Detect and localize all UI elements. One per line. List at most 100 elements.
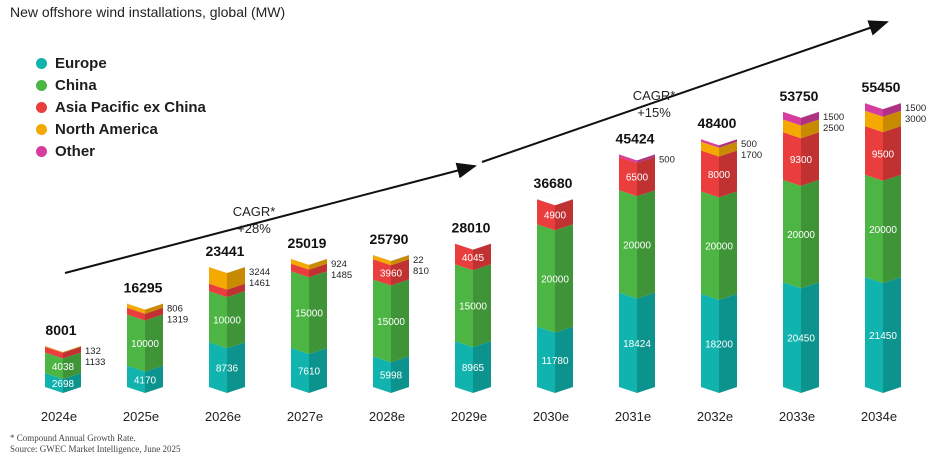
bar-segment-shade-china-2033e <box>801 179 819 289</box>
legend-label-europe: Europe <box>55 54 107 72</box>
segment-value-label: 20000 <box>869 225 897 236</box>
side-value-label: 1319 <box>167 315 188 326</box>
bar-segment-shade-asia-pacific-ex-china-2027e <box>309 263 327 278</box>
segment-value-label: 20000 <box>787 230 815 241</box>
bar-segment-china-2024e <box>45 352 63 380</box>
segment-value-label: 9500 <box>872 149 895 160</box>
bar-top-cap <box>618 148 656 161</box>
bar-segment-europe-2032e <box>701 293 719 393</box>
segment-value-label: 3960 <box>380 268 403 279</box>
bar-segment-shade-asia-pacific-ex-china-2028e <box>391 259 409 286</box>
side-value-label: 500 <box>659 154 675 165</box>
side-value-label: 3000 <box>905 114 926 125</box>
bar-segment-shade-north-america-2028e <box>391 255 409 266</box>
bar-segment-shade-europe-2029e <box>473 341 491 393</box>
bar-total-label: 36680 <box>534 175 573 191</box>
bar-segment-shade-asia-pacific-ex-china-2025e <box>145 307 163 321</box>
bar-segment-asia-pacific-ex-china-2024e <box>45 346 63 359</box>
bar-total-label: 16295 <box>124 280 163 296</box>
bar-segment-europe-2025e <box>127 365 145 393</box>
bar-segment-china-2025e <box>127 314 145 372</box>
bar-segment-other-2034e <box>865 103 883 117</box>
cagr-label-1-line2: +28% <box>237 221 271 236</box>
bar-segment-shade-north-america-2027e <box>309 258 327 270</box>
legend-swatch-asia-pacific <box>36 101 47 113</box>
side-value-label: 22 <box>413 255 424 266</box>
bar-segment-shade-other-2031e <box>637 154 655 163</box>
bar-total-label: 48400 <box>698 115 737 131</box>
bar-segment-europe-2028e <box>373 356 391 393</box>
bar-segment-shade-asia-pacific-ex-china-2026e <box>227 283 245 298</box>
segment-value-label: 18424 <box>623 339 651 350</box>
x-tick-label: 2029e <box>451 409 487 424</box>
bar-segment-shade-china-2028e <box>391 279 409 363</box>
x-tick-label: 2025e <box>123 409 159 424</box>
bar-top-cap <box>864 96 902 110</box>
bar-segment-shade-north-america-2034e <box>883 110 901 133</box>
legend-item-asia-pacific: Asia Pacific ex China <box>36 96 206 118</box>
bar-segment-other-2031e <box>619 154 637 163</box>
bar-segment-north-america-2034e <box>865 110 883 133</box>
cagr-label-1: CAGR* +28% <box>226 203 282 237</box>
side-value-label: 924 <box>331 259 347 270</box>
bar-segment-europe-2024e <box>45 373 63 393</box>
segment-value-label: 15000 <box>295 309 323 320</box>
bar-segment-shade-asia-pacific-ex-china-2024e <box>63 346 81 359</box>
bar-segment-shade-other-2028e <box>391 254 409 262</box>
legend-item-europe: Europe <box>36 52 206 74</box>
bar-segment-shade-europe-2033e <box>801 282 819 393</box>
bar-total-label: 25790 <box>370 231 409 247</box>
bar-segment-china-2027e <box>291 271 309 355</box>
side-value-label: 1133 <box>85 357 105 368</box>
side-value-label: 1461 <box>249 278 270 289</box>
bar-top-cap <box>126 297 164 310</box>
bar-segment-shade-europe-2027e <box>309 348 327 393</box>
segment-value-label: 15000 <box>377 317 405 328</box>
bar-segment-china-2034e <box>865 174 883 284</box>
bar-segment-shade-china-2031e <box>637 190 655 299</box>
bar-segment-asia-pacific-ex-china-2034e <box>865 126 883 181</box>
legend-label-asia-pacific: Asia Pacific ex China <box>55 98 206 116</box>
bar-segment-shade-asia-pacific-ex-china-2032e <box>719 150 737 198</box>
legend-label-china: China <box>55 76 97 94</box>
bar-total-label: 28010 <box>452 220 491 236</box>
bar-total-label: 25019 <box>288 235 327 251</box>
side-value-label: 1485 <box>331 270 352 281</box>
bar-segment-shade-north-america-2026e <box>227 266 245 290</box>
bar-segment-shade-europe-2028e <box>391 356 409 393</box>
bar-segment-europe-2026e <box>209 342 227 393</box>
segment-value-label: 20000 <box>623 240 651 251</box>
segment-value-label: 8965 <box>462 363 485 374</box>
side-value-label: 2500 <box>823 123 844 134</box>
bar-top-cap <box>372 248 410 262</box>
x-tick-label: 2031e <box>615 409 651 424</box>
bar-total-label: 45424 <box>616 130 655 146</box>
side-value-label: 806 <box>167 304 183 315</box>
bar-segment-china-2026e <box>209 291 227 349</box>
bar-segment-shade-north-america-2032e <box>719 141 737 157</box>
segment-value-label: 8736 <box>216 364 239 375</box>
bar-segment-asia-pacific-ex-china-2031e <box>619 156 637 197</box>
x-tick-label: 2026e <box>205 409 241 424</box>
cagr-label-1-line1: CAGR* <box>232 204 276 219</box>
bar-top-cap <box>290 252 328 266</box>
bar-top-cap <box>536 192 574 206</box>
segment-value-label: 4170 <box>134 375 157 386</box>
bar-segment-shade-china-2030e <box>555 224 573 333</box>
bar-segment-asia-pacific-ex-china-2033e <box>783 132 801 186</box>
legend-swatch-north-america <box>36 123 47 135</box>
bar-segment-asia-pacific-ex-china-2032e <box>701 150 719 198</box>
bar-top-cap <box>44 339 82 353</box>
bar-segment-north-america-2026e <box>209 266 227 290</box>
bar-total-label: 8001 <box>45 322 76 338</box>
legend-swatch-other <box>36 145 47 157</box>
legend-label-other: Other <box>55 142 96 160</box>
x-tick-label: 2033e <box>779 409 815 424</box>
segment-value-label: 4038 <box>52 362 75 373</box>
bar-segment-china-2029e <box>455 264 473 348</box>
bar-segment-shade-other-2032e <box>719 139 737 148</box>
x-tick-label: 2034e <box>861 409 897 424</box>
segment-value-label: 15000 <box>459 302 487 313</box>
bar-segment-china-2028e <box>373 279 391 363</box>
